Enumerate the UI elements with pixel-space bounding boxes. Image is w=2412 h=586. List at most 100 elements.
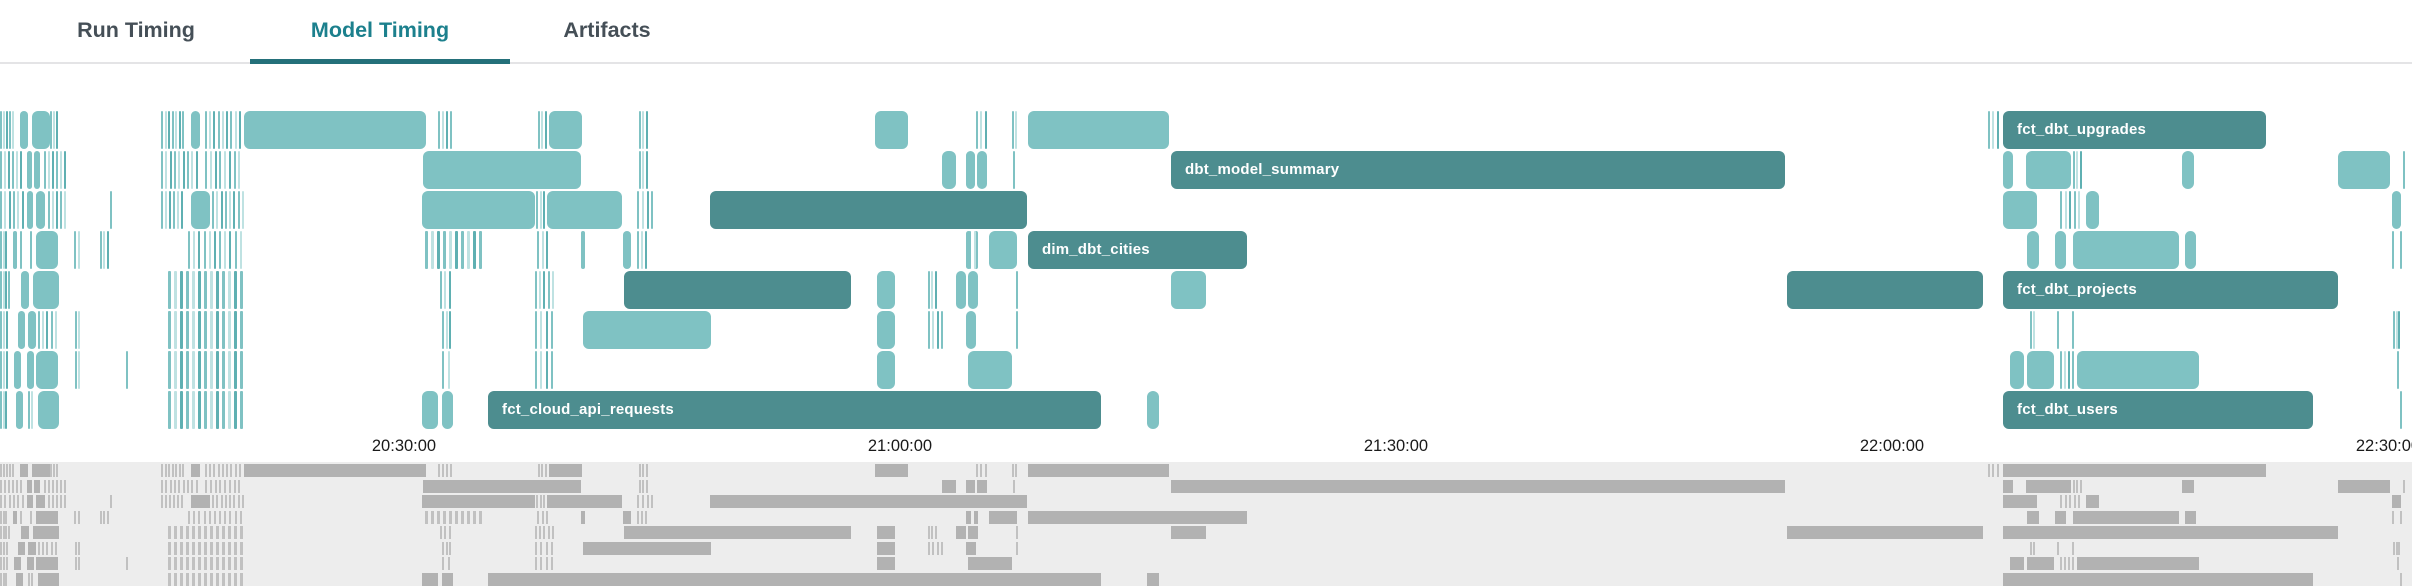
gantt-thin-bar[interactable] <box>213 231 216 269</box>
gantt-thin-bar[interactable] <box>229 191 231 229</box>
gantt-thin-bar[interactable] <box>2398 311 2401 349</box>
gantt-bar[interactable] <box>28 311 36 349</box>
gantt-bar[interactable] <box>2073 231 2179 269</box>
gantt-thin-bar[interactable] <box>224 191 227 229</box>
gantt-thin-bar[interactable] <box>222 271 225 309</box>
gantt-thin-bar[interactable] <box>205 151 207 189</box>
gantt-thin-bar[interactable] <box>6 351 8 389</box>
gantt-bar[interactable] <box>1147 391 1159 429</box>
gantt-thin-bar[interactable] <box>228 151 231 189</box>
gantt-thin-bar[interactable] <box>645 151 648 189</box>
gantt-thin-bar[interactable] <box>216 391 219 429</box>
gantt-thin-bar[interactable] <box>75 311 77 349</box>
gantt-bar[interactable] <box>968 351 1012 389</box>
gantt-thin-bar[interactable] <box>233 191 236 229</box>
gantt-thin-bar[interactable] <box>204 351 207 389</box>
gantt-thin-bar[interactable] <box>228 311 231 349</box>
gantt-bar-fct_dbt_projects[interactable]: fct_dbt_projects <box>2003 271 2338 309</box>
gantt-thin-bar[interactable] <box>110 191 112 229</box>
gantt-thin-bar[interactable] <box>17 191 20 229</box>
gantt-bar[interactable] <box>966 151 975 189</box>
gantt-thin-bar[interactable] <box>198 351 201 389</box>
gantt-thin-bar[interactable] <box>536 191 538 229</box>
gantt-thin-bar[interactable] <box>75 351 77 389</box>
gantt-thin-bar[interactable] <box>210 391 213 429</box>
gantt-thin-bar[interactable] <box>5 231 8 269</box>
gantt-thin-bar[interactable] <box>222 351 225 389</box>
gantt-thin-bar[interactable] <box>168 271 171 309</box>
gantt-bar[interactable] <box>2185 231 2196 269</box>
gantt-thin-bar[interactable] <box>2032 311 2035 349</box>
gantt-bar[interactable] <box>966 311 976 349</box>
gantt-thin-bar[interactable] <box>431 231 434 269</box>
gantt-thin-bar[interactable] <box>228 271 231 309</box>
gantt-bar[interactable] <box>18 311 25 349</box>
gantt-thin-bar[interactable] <box>645 111 648 149</box>
gantt-thin-bar[interactable] <box>467 231 470 269</box>
gantt-thin-bar[interactable] <box>106 231 109 269</box>
gantt-thin-bar[interactable] <box>103 231 106 269</box>
gantt-thin-bar[interactable] <box>220 191 223 229</box>
gantt-thin-bar[interactable] <box>53 111 55 149</box>
gantt-thin-bar[interactable] <box>2400 391 2402 429</box>
gantt-thin-bar[interactable] <box>234 271 237 309</box>
gantt-bar[interactable] <box>422 391 438 429</box>
gantt-thin-bar[interactable] <box>535 311 537 349</box>
gantt-thin-bar[interactable] <box>639 111 641 149</box>
gantt-bar[interactable] <box>2338 151 2390 189</box>
gantt-thin-bar[interactable] <box>551 271 554 309</box>
gantt-bar[interactable] <box>974 231 978 269</box>
gantt-bar[interactable] <box>2182 151 2194 189</box>
gantt-thin-bar[interactable] <box>77 231 80 269</box>
gantt-bar-fct_cloud_api_requests[interactable]: fct_cloud_api_requests <box>488 391 1101 429</box>
gantt-thin-bar[interactable] <box>198 231 201 269</box>
gantt-thin-bar[interactable] <box>2395 311 2398 349</box>
gantt-thin-bar[interactable] <box>210 271 213 309</box>
gantt-thin-bar[interactable] <box>931 271 934 309</box>
gantt-thin-bar[interactable] <box>48 191 50 229</box>
gantt-thin-bar[interactable] <box>186 351 189 389</box>
gantt-thin-bar[interactable] <box>4 191 7 229</box>
gantt-thin-bar[interactable] <box>204 271 207 309</box>
gantt-thin-bar[interactable] <box>928 311 930 349</box>
gantt-thin-bar[interactable] <box>645 231 647 269</box>
gantt-thin-bar[interactable] <box>940 311 943 349</box>
gantt-bar[interactable] <box>623 231 631 269</box>
gantt-thin-bar[interactable] <box>182 111 185 149</box>
gantt-thin-bar[interactable] <box>21 191 24 229</box>
gantt-bar[interactable] <box>36 191 45 229</box>
gantt-thin-bar[interactable] <box>205 111 207 149</box>
gantt-thin-bar[interactable] <box>186 271 189 309</box>
gantt-thin-bar[interactable] <box>234 111 237 149</box>
gantt-bar[interactable] <box>966 231 971 269</box>
gantt-thin-bar[interactable] <box>186 311 189 349</box>
gantt-bar[interactable] <box>14 351 21 389</box>
gantt-thin-bar[interactable] <box>161 191 163 229</box>
gantt-thin-bar[interactable] <box>461 231 464 269</box>
gantt-thin-bar[interactable] <box>56 111 58 149</box>
gantt-thin-bar[interactable] <box>440 271 442 309</box>
gantt-thin-bar[interactable] <box>210 351 213 389</box>
gantt-thin-bar[interactable] <box>442 311 444 349</box>
gantt-thin-bar[interactable] <box>1012 111 1014 149</box>
gantt-bar[interactable] <box>710 191 1027 229</box>
gantt-thin-bar[interactable] <box>60 151 62 189</box>
gantt-thin-bar[interactable] <box>238 151 241 189</box>
gantt-thin-bar[interactable] <box>545 311 548 349</box>
gantt-thin-bar[interactable] <box>78 351 80 389</box>
gantt-thin-bar[interactable] <box>240 311 243 349</box>
gantt-thin-bar[interactable] <box>2060 191 2062 229</box>
gantt-thin-bar[interactable] <box>20 231 22 269</box>
gantt-thin-bar[interactable] <box>180 351 183 389</box>
gantt-thin-bar[interactable] <box>174 391 177 429</box>
gantt-thin-bar[interactable] <box>195 151 198 189</box>
gantt-thin-bar[interactable] <box>192 311 195 349</box>
gantt-thin-bar[interactable] <box>126 351 128 389</box>
gantt-thin-bar[interactable] <box>168 391 171 429</box>
gantt-bar[interactable] <box>942 151 956 189</box>
gantt-thin-bar[interactable] <box>198 271 201 309</box>
gantt-thin-bar[interactable] <box>214 151 217 189</box>
gantt-thin-bar[interactable] <box>222 391 225 429</box>
gantt-thin-bar[interactable] <box>0 231 2 269</box>
gantt-thin-bar[interactable] <box>1988 111 1990 149</box>
